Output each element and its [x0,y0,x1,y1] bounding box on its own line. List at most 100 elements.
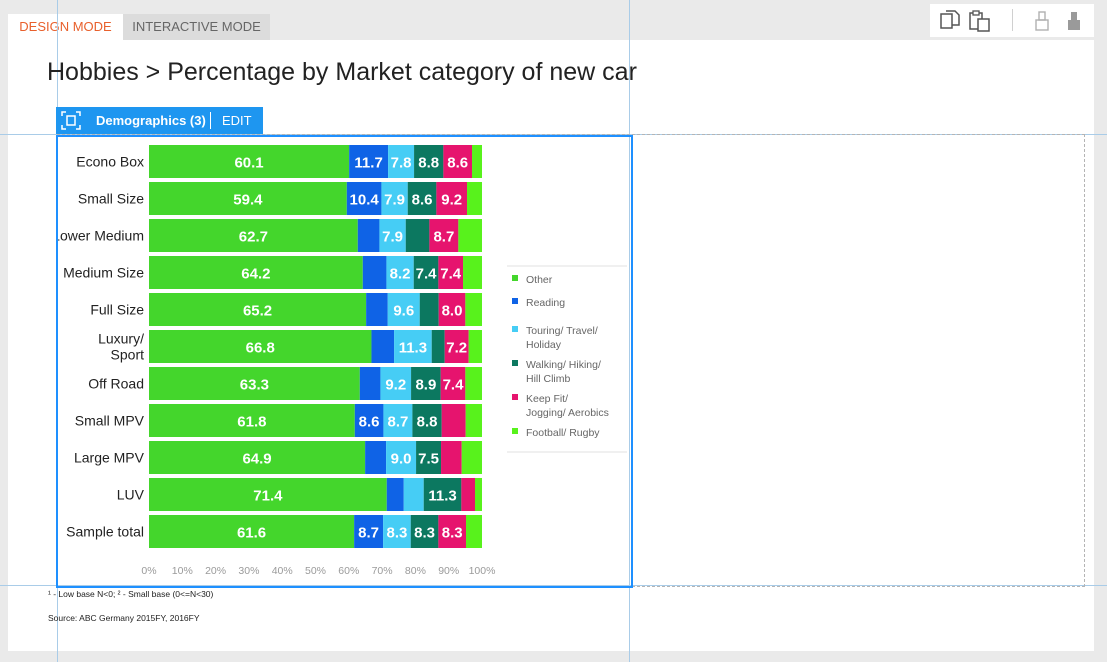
data-label: 71.4 [253,488,283,505]
bar-segment [379,219,406,252]
bar-segment [149,256,363,289]
data-label: 8.3 [414,525,435,542]
data-label: 7.4 [440,266,462,283]
category-label: LUV [117,487,145,503]
paste-icon[interactable] [968,10,992,32]
bar-segment [429,219,459,252]
bar-segment [149,293,367,326]
data-label: 60.1 [234,155,263,172]
tab-design-mode[interactable]: DESIGN MODE [8,14,123,40]
bar-segment [362,256,387,289]
toolbar [930,4,1094,37]
bar-segment [438,515,467,548]
bar-segment [443,145,473,178]
x-tick-label: 20% [205,565,226,577]
bar-segment [149,330,372,363]
data-label: 8.3 [442,525,463,542]
data-label: 59.4 [233,192,263,209]
category-label: Small Size [78,191,144,207]
legend-marker [512,428,518,434]
format-brush-icon[interactable] [1062,10,1086,32]
data-label: 7.4 [416,266,438,283]
bar-segment [465,293,482,326]
bar-segment [149,182,347,215]
bar-segment [386,256,414,289]
bar-segment [475,478,482,511]
bar-segment [354,515,384,548]
bar-segment [411,367,441,400]
guide-line-vertical [629,0,630,662]
bar-segment [466,515,482,548]
bar-segment [359,367,381,400]
bar-segment [383,515,411,548]
bar-segment [149,515,355,548]
tab-interactive-mode[interactable]: INTERACTIVE MODE [123,14,270,40]
bar-segment [441,404,466,437]
data-label: 8.6 [447,155,468,172]
category-label: Off Road [88,376,144,392]
legend-marker [512,360,518,366]
bar-segment [366,293,388,326]
bar-segment [438,256,464,289]
data-label: 64.2 [241,266,270,283]
bar-segment [149,367,360,400]
data-label: 8.0 [442,303,463,320]
bar-segment [149,441,366,474]
bar-segment [371,330,395,363]
data-label: 8.7 [387,414,408,431]
legend-marker [512,298,518,304]
data-label: 8.7 [433,229,454,246]
data-label: 11.3 [399,340,427,357]
data-label: 11.3 [428,488,456,505]
legend-label: Hill Climb [526,373,570,385]
legend-marker [512,326,518,332]
data-label: 62.7 [239,229,268,246]
legend-label: Keep Fit/ [526,393,568,405]
stacked-bar-chart: Econo Box 60.1 11.7 7.8 8.8 8.6 Small Size 59.4… [58,145,627,577]
bar-segment [149,219,358,252]
category-label: Sport [111,347,145,363]
copy-icon[interactable] [938,10,962,32]
select-frame-icon[interactable] [61,111,81,130]
legend-label: Reading [526,297,565,309]
bar-segment [444,330,469,363]
bar-segment [383,404,413,437]
data-label: 7.5 [418,451,439,468]
category-label: Full Size [90,302,144,318]
data-label: 65.2 [243,303,272,320]
data-label: 63.3 [240,377,269,394]
data-label: 8.3 [386,525,407,542]
bar-segment [461,441,482,474]
bar-segment [357,219,380,252]
data-label: 61.8 [237,414,266,431]
x-tick-label: 70% [372,565,393,577]
widget-header: Demographics (3) EDIT [56,107,263,134]
toolbar-separator [1012,9,1013,31]
bar-segment [436,182,468,215]
legend-label: Football/ Rugby [526,427,600,439]
widget-edit-button[interactable]: EDIT [222,113,252,128]
data-label: 7.9 [382,229,403,246]
data-label: 8.6 [412,192,433,209]
bar-segment [149,478,387,511]
bar-segment [386,441,417,474]
data-label: 9.6 [393,303,414,320]
chart-widget-frame[interactable] [56,135,633,588]
bar-segment [463,256,482,289]
bar-segment [412,404,442,437]
data-label: 8.8 [418,155,439,172]
bar-segment [346,182,382,215]
bar-segment [438,293,466,326]
bar-segment [380,367,412,400]
data-label: 64.9 [242,451,271,468]
legend-marker [512,275,518,281]
data-label: 8.8 [417,414,438,431]
category-label: Medium Size [63,265,144,281]
category-label: Large MPV [74,450,145,466]
bar-segment [458,219,482,252]
bar-segment [461,478,476,511]
bar-segment [467,182,482,215]
bar-segment [386,478,404,511]
format-brush-outline-icon[interactable] [1030,10,1054,32]
legend-label: Walking/ Hiking/ [526,359,601,371]
